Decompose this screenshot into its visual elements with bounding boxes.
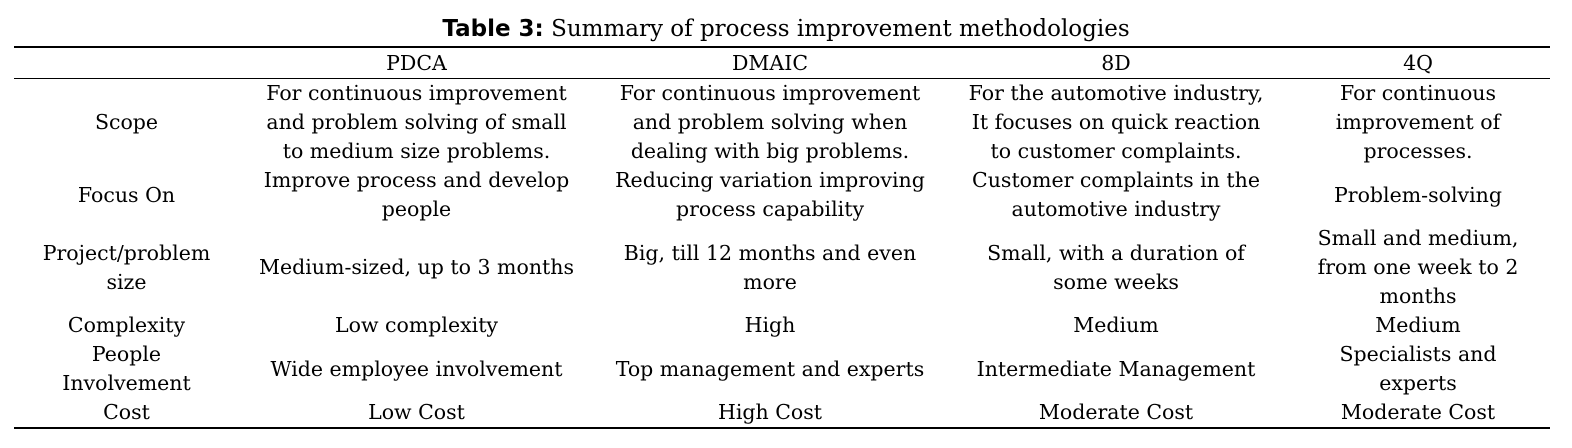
table-caption-text: Summary of process improvement methodolo… (551, 16, 1130, 42)
cell-text-line: from one week to 2 (1317, 255, 1519, 279)
cell-text-line: Problem-solving (1334, 182, 1502, 207)
cell-text-line: Moderate Cost (1038, 400, 1194, 424)
row-label-cell: Scope (14, 79, 239, 167)
cell-text-line: and problem solving of small (266, 110, 567, 134)
table-cell-dmaic: Top management and experts (594, 340, 946, 398)
table-row: People Involvement Wide employee involveme… (14, 340, 1550, 398)
table-cell-8d: For the automotive industry, It focuses o… (946, 79, 1286, 167)
cell-text-line: Improve process and develop (263, 168, 570, 192)
cell-text-line: Moderate Cost (1340, 400, 1496, 424)
cell-text-line: Low Cost (368, 400, 465, 424)
cell-text-line: Intermediate Management (976, 356, 1256, 381)
row-label-cell: Complexity (14, 311, 239, 340)
row-label-cell: Focus On (14, 166, 239, 224)
row-label-line: Project/problem (42, 240, 211, 265)
cell-text-line: High Cost (717, 400, 823, 424)
table-cell-4q: Medium (1286, 311, 1550, 340)
row-label-cell: Cost (14, 398, 239, 428)
table-row: Project/problem size Medium-sized, up to 3… (14, 224, 1550, 311)
methodology-summary-table: PDCA DMAIC 8D 4Q Scope For continuous imp… (14, 46, 1550, 429)
table-cell-pdca: Wide employee involvement (239, 340, 594, 398)
table-cell-8d: Small, with a duration of some weeks (946, 224, 1286, 311)
cell-text-line: For continuous improvement (619, 81, 921, 105)
cell-text-line: High (744, 313, 796, 337)
cell-text-line: dealing with big problems. (630, 139, 910, 163)
table-row: Cost Low Cost High Cost Moderate Cost Modera… (14, 398, 1550, 428)
header-cell-4q: 4Q (1286, 47, 1550, 79)
table-cell-dmaic: High Cost (594, 398, 946, 428)
cell-text-line: Customer complaints in the (972, 168, 1260, 192)
table-caption-label: Table 3: (442, 16, 544, 42)
table-cell-pdca: Low Cost (239, 398, 594, 428)
table-cell-4q: Problem-solving (1286, 166, 1550, 224)
cell-text-line: some weeks (1053, 269, 1179, 294)
header-cell-empty (14, 47, 239, 79)
table-cell-4q: For continuous improvement of processes. (1286, 79, 1550, 167)
row-label-line: Complexity (67, 313, 186, 337)
cell-text-line: Medium (1073, 313, 1159, 337)
cell-text-line: process capability (675, 197, 865, 221)
table-row: Scope For continuous improvement and probl… (14, 79, 1550, 167)
cell-text-line: to medium size problems. (282, 139, 551, 163)
cell-text-line: people (381, 197, 452, 221)
table-cell-4q: Moderate Cost (1286, 398, 1550, 428)
cell-text-line: and problem solving when (632, 110, 908, 134)
cell-text-line: more (743, 269, 797, 294)
cell-text-line: For continuous (1339, 81, 1497, 105)
header-cell-pdca: PDCA (239, 47, 594, 79)
cell-text-line: months (1379, 284, 1457, 308)
cell-text-line: Medium (1375, 313, 1461, 337)
table-body: Scope For continuous improvement and probl… (14, 79, 1550, 429)
table-cell-dmaic: For continuous improvement and problem so… (594, 79, 946, 167)
table-caption: Table 3: Summary of process improvement … (0, 14, 1572, 44)
table-cell-pdca: Improve process and develop people (239, 166, 594, 224)
cell-text-line: Medium-sized, up to 3 months (259, 255, 574, 279)
table-row: Focus On Improve process and develop peopl… (14, 166, 1550, 224)
cell-text-line: For the automotive industry, (968, 81, 1264, 105)
table-cell-pdca: For continuous improvement and problem so… (239, 79, 594, 167)
table-cell-4q: Specialists and experts (1286, 340, 1550, 398)
cell-text-line: experts (1379, 371, 1457, 395)
cell-text-line: Big, till 12 months and even (623, 240, 917, 265)
cell-text-line: Low complexity (334, 313, 499, 337)
cell-text-line: Small, with a duration of (987, 240, 1245, 265)
table-cell-pdca: Low complexity (239, 311, 594, 340)
row-label-line: size (106, 269, 147, 294)
cell-text-line: Top management and experts (615, 356, 925, 381)
header-row: PDCA DMAIC 8D 4Q (14, 47, 1550, 79)
row-label-line: Cost (103, 400, 150, 424)
row-label-line: Focus On (77, 182, 176, 207)
cell-text-line: automotive industry (1011, 197, 1221, 221)
cell-text-line: It focuses on quick reaction (971, 110, 1261, 134)
cell-text-line: Reducing variation improving (615, 168, 925, 192)
cell-text-line: Small and medium, (1317, 226, 1519, 250)
cell-text-line: improvement of (1335, 110, 1501, 134)
row-label-line: Scope (94, 110, 159, 134)
table-cell-dmaic: Reducing variation improving process capa… (594, 166, 946, 224)
cell-text-line: to customer complaints. (990, 139, 1242, 163)
row-label-cell: People Involvement (14, 340, 239, 398)
table-cell-dmaic: Big, till 12 months and even more (594, 224, 946, 311)
row-label-line: Involvement (62, 371, 191, 395)
table-cell-4q: Small and medium, from one week to 2 month… (1286, 224, 1550, 311)
table-cell-8d: Customer complaints in the automotive ind… (946, 166, 1286, 224)
header-cell-8d: 8D (946, 47, 1286, 79)
row-label-line: People (91, 342, 162, 366)
table-cell-8d: Intermediate Management (946, 340, 1286, 398)
cell-text-line: Wide employee involvement (270, 356, 563, 381)
table-cell-pdca: Medium-sized, up to 3 months (239, 224, 594, 311)
header-cell-dmaic: DMAIC (594, 47, 946, 79)
table-header: PDCA DMAIC 8D 4Q (14, 47, 1550, 79)
row-label-cell: Project/problem size (14, 224, 239, 311)
cell-text-line: Specialists and (1339, 342, 1497, 366)
table-cell-dmaic: High (594, 311, 946, 340)
cell-text-line: processes. (1363, 139, 1473, 163)
table-row: Complexity Low complexity High Medium Medium (14, 311, 1550, 340)
cell-text-line: For continuous improvement (266, 81, 567, 105)
table-cell-8d: Medium (946, 311, 1286, 340)
table-cell-8d: Moderate Cost (946, 398, 1286, 428)
